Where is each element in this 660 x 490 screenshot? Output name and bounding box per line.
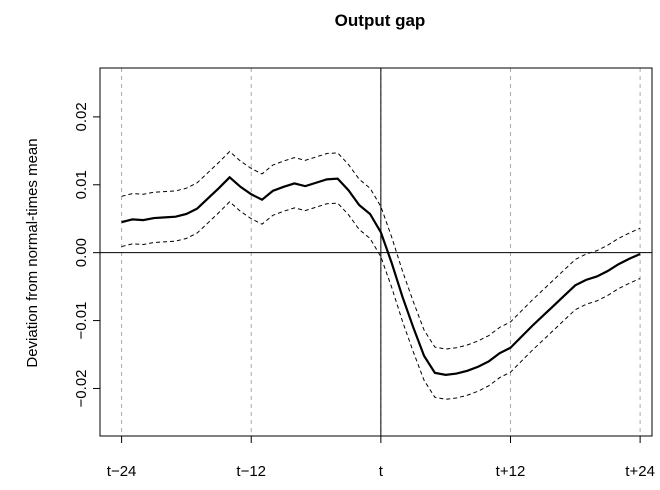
data-line xyxy=(121,175,641,377)
band-line xyxy=(121,150,641,350)
y-tick-label: 0.02 xyxy=(73,102,90,131)
x-tick-label: t+12 xyxy=(496,463,526,480)
chart-title: Output gap xyxy=(335,11,426,30)
plot-frame xyxy=(99,67,653,437)
x-tick-label: t+24 xyxy=(625,463,655,480)
band-line xyxy=(121,201,641,400)
y-axis-label: Deviation from normal-times mean xyxy=(24,138,41,367)
y-tick-label: 0.01 xyxy=(73,170,90,199)
x-tick-label: t−12 xyxy=(236,463,266,480)
y-tick-label: −0.02 xyxy=(73,369,90,407)
x-tick-label: t xyxy=(379,463,384,480)
x-tick-label: t−24 xyxy=(107,463,137,480)
y-tick-label: −0.01 xyxy=(73,302,90,340)
y-tick-label: 0.00 xyxy=(73,238,90,267)
